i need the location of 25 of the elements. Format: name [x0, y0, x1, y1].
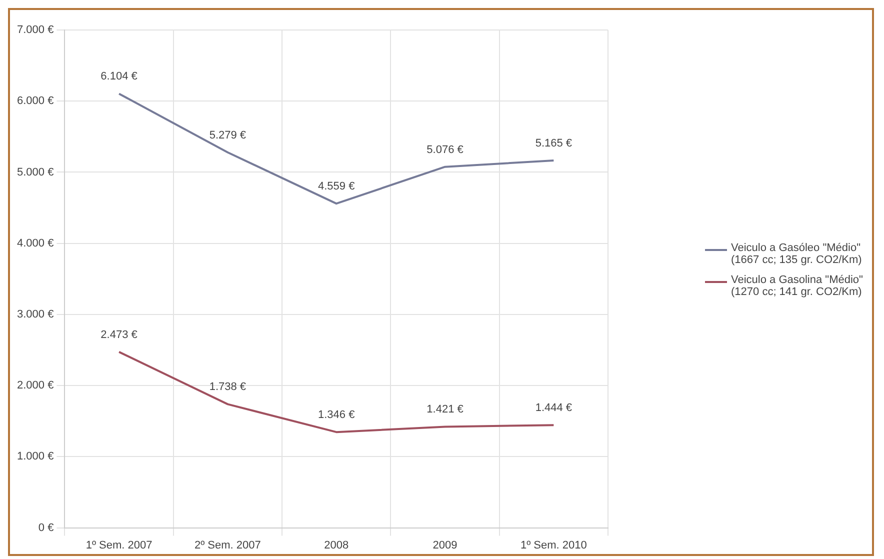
data-label: 1.346 € [318, 409, 355, 422]
data-label: 5.279 € [209, 129, 246, 142]
y-tick-label: 1.000 € [17, 450, 54, 463]
x-tick-label: 2º Sem. 2007 [194, 539, 261, 552]
x-tick-label: 1º Sem. 2010 [520, 539, 587, 552]
y-tick-label: 7.000 € [17, 24, 54, 36]
x-tick-label: 2009 [432, 539, 458, 552]
y-tick-label: 5.000 € [17, 166, 54, 178]
data-label: 1.421 € [426, 404, 464, 416]
data-label: 1.738 € [209, 381, 246, 394]
x-tick-label: 2008 [324, 539, 349, 552]
data-label: 5.165 € [535, 137, 572, 150]
data-label: 6.104 € [100, 70, 138, 83]
y-tick-label: 3.000 € [17, 308, 54, 320]
legend-label: Veiculo a Gasolina "Médio" (1270 cc; 141 gr. CO2/Km) [731, 274, 864, 298]
y-tick-label: 4.000 € [17, 237, 54, 250]
y-tick-label: 0 € [38, 522, 54, 534]
y-tick-label: 2.000 € [17, 380, 54, 392]
data-label: 5.076 € [426, 144, 464, 156]
x-tick-label: 1º Sem. 2007 [86, 539, 152, 552]
y-tick-label: 6.000 € [17, 95, 54, 108]
legend-label: Veiculo a Gasóleo "Médio" (1667 cc; 135 gr. CO2/Km) [731, 242, 863, 266]
data-label: 2.473 € [100, 328, 138, 341]
data-label: 1.444 € [535, 402, 572, 414]
data-label: 4.559 € [318, 180, 355, 193]
